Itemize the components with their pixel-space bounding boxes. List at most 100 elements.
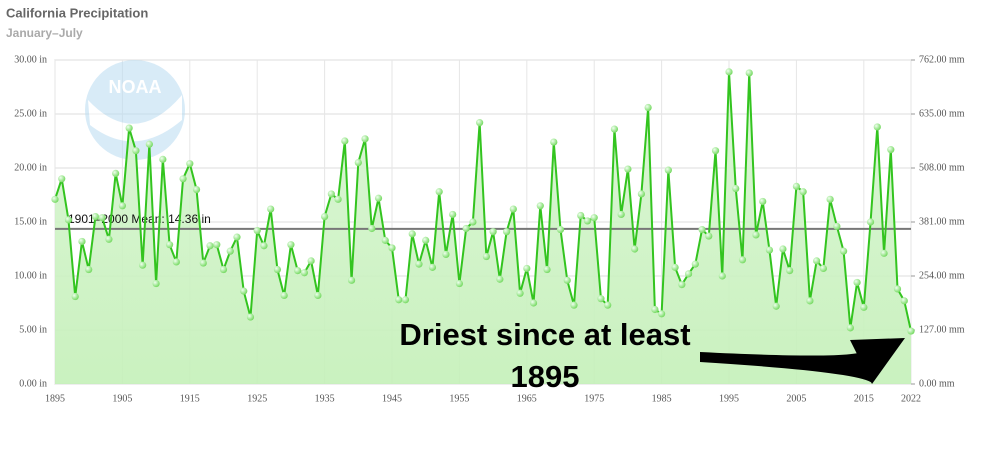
marker xyxy=(462,224,470,233)
marker xyxy=(893,285,902,293)
marker xyxy=(98,214,106,222)
marker xyxy=(570,301,578,309)
marker xyxy=(91,213,100,221)
x-tick-label: 1935 xyxy=(315,393,335,404)
marker xyxy=(58,175,66,183)
marker xyxy=(125,124,133,132)
marker xyxy=(64,216,73,224)
marker xyxy=(597,295,605,303)
marker xyxy=(543,265,551,274)
marker xyxy=(752,231,760,239)
x-tick-label: 1895 xyxy=(45,393,65,404)
marker xyxy=(226,247,234,255)
marker xyxy=(321,213,329,221)
x-tick-label: 2005 xyxy=(786,393,806,404)
marker xyxy=(159,155,167,163)
marker xyxy=(267,205,275,213)
marker xyxy=(698,225,706,234)
y2-tick-label: 635.00 mm xyxy=(919,108,965,119)
logo: NOAA xyxy=(85,60,185,160)
marker xyxy=(624,165,632,173)
marker xyxy=(819,264,827,273)
logo-text: NOAA xyxy=(109,77,162,97)
marker xyxy=(51,195,59,203)
y2-tick-label: 762.00 mm xyxy=(919,54,965,65)
marker xyxy=(556,225,565,234)
marker xyxy=(314,291,322,300)
marker xyxy=(799,188,807,196)
marker xyxy=(671,263,679,271)
annotation-arrow-shaft xyxy=(700,350,872,383)
y2-tick-label: 0.00 mm xyxy=(919,378,955,389)
marker xyxy=(550,138,558,146)
marker xyxy=(644,103,652,112)
marker xyxy=(880,249,888,257)
y-tick-label: 0.00 in xyxy=(19,378,47,389)
marker xyxy=(489,228,497,236)
y-tick-label: 25.00 in xyxy=(14,108,47,119)
y-tick-label: 15.00 in xyxy=(14,216,47,227)
marker xyxy=(273,265,282,274)
marker xyxy=(112,169,120,177)
marker xyxy=(711,147,720,155)
y-tick-label: 20.00 in xyxy=(14,162,47,173)
marker xyxy=(516,289,524,297)
marker xyxy=(476,119,484,127)
marker xyxy=(139,261,147,269)
marker xyxy=(684,270,693,278)
marker xyxy=(354,159,362,167)
marker xyxy=(186,160,194,168)
x-tick-label: 2015 xyxy=(854,393,874,404)
y-tick-label: 30.00 in xyxy=(14,54,47,65)
marker xyxy=(469,218,477,226)
marker xyxy=(442,250,450,258)
marker xyxy=(900,297,908,305)
marker xyxy=(536,202,544,210)
marker xyxy=(240,287,248,295)
marker xyxy=(132,147,140,155)
marker xyxy=(765,246,774,254)
marker xyxy=(509,205,517,213)
y2-tick-label: 508.00 mm xyxy=(919,162,965,173)
marker xyxy=(165,241,174,249)
marker xyxy=(280,291,288,300)
marker xyxy=(718,272,726,280)
marker xyxy=(300,269,308,277)
marker xyxy=(422,236,430,244)
marker xyxy=(381,236,389,244)
marker xyxy=(118,202,127,210)
marker xyxy=(206,242,214,250)
y-tick-label: 10.00 in xyxy=(14,270,47,281)
x-tick-label: 1975 xyxy=(584,393,604,404)
marker xyxy=(260,242,268,250)
marker xyxy=(496,275,504,283)
y2-tick-label: 127.00 mm xyxy=(919,324,965,335)
marker xyxy=(738,256,747,264)
marker xyxy=(839,247,848,255)
marker xyxy=(347,276,356,284)
y2-tick-label: 381.00 mm xyxy=(919,216,965,227)
marker xyxy=(179,175,187,183)
marker xyxy=(860,303,868,311)
marker xyxy=(866,218,875,226)
marker xyxy=(792,182,801,190)
y-tick-label: 5.00 in xyxy=(19,324,47,335)
marker xyxy=(327,190,335,198)
marker xyxy=(435,188,443,196)
marker xyxy=(374,194,383,202)
marker xyxy=(341,137,349,145)
marker xyxy=(253,227,261,235)
marker xyxy=(233,233,241,241)
marker xyxy=(246,313,255,321)
marker xyxy=(78,237,86,246)
x-tick-label: 1985 xyxy=(652,393,672,404)
x-tick-label: 1915 xyxy=(180,393,200,404)
marker xyxy=(85,265,93,274)
marker xyxy=(590,214,598,222)
chart-subtitle: January–July xyxy=(6,26,83,40)
marker xyxy=(172,258,180,266)
marker xyxy=(577,211,585,220)
marker xyxy=(523,264,531,273)
marker xyxy=(658,310,666,318)
marker xyxy=(786,267,794,275)
